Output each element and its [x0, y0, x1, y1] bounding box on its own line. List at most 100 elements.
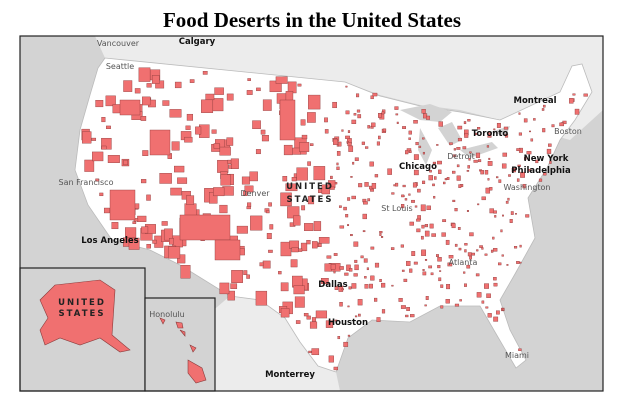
food-desert-area	[294, 296, 305, 308]
food-desert-area	[333, 253, 338, 256]
food-desert-area	[413, 120, 418, 124]
food-desert-area	[380, 236, 384, 238]
food-desert-area	[339, 266, 344, 270]
food-desert-area	[504, 133, 509, 138]
city-label: Toronto	[472, 129, 509, 139]
food-desert-area	[428, 265, 433, 269]
food-desert-area	[371, 183, 377, 189]
food-desert-area	[477, 127, 481, 130]
food-desert-area	[516, 178, 520, 182]
food-desert-area	[243, 270, 248, 276]
food-desert-area	[269, 224, 274, 230]
food-desert-area	[336, 151, 341, 156]
food-desert-area	[333, 366, 339, 371]
food-desert-area	[363, 201, 368, 205]
food-desert-area	[503, 126, 509, 130]
food-desert-area	[409, 221, 414, 226]
city-label: Dallas	[318, 280, 347, 290]
food-desert-area	[280, 241, 292, 257]
food-desert-area	[475, 152, 481, 158]
food-desert-area	[501, 308, 505, 311]
food-desert-area	[454, 243, 458, 247]
food-desert-area	[382, 128, 387, 132]
food-desert-area	[437, 257, 442, 262]
food-desert-area	[371, 122, 376, 128]
food-desert-area	[91, 137, 97, 141]
food-desert-area	[269, 80, 282, 93]
food-desert-area	[376, 141, 380, 146]
food-desert-area	[437, 265, 441, 269]
food-desert-area	[378, 113, 382, 118]
food-desert-area	[445, 299, 450, 304]
canada	[20, 36, 603, 140]
food-desert-area	[422, 137, 425, 140]
food-desert-area	[492, 236, 495, 240]
food-desert-area	[447, 262, 453, 267]
food-desert-area	[162, 100, 170, 106]
food-desert-area	[516, 261, 520, 264]
food-desert-area	[137, 215, 147, 222]
food-desert-area	[246, 274, 250, 279]
food-desert-area	[414, 205, 418, 208]
food-desert-area	[334, 182, 338, 185]
food-desert-area	[312, 241, 318, 249]
food-desert-area	[464, 283, 467, 287]
food-desert-area	[525, 214, 530, 218]
city-label: Philadelphia	[511, 166, 571, 176]
city-label: Washington	[503, 183, 550, 192]
food-desert-area	[559, 122, 565, 127]
food-desert-area	[140, 179, 147, 184]
food-desert-area	[227, 290, 235, 301]
food-desert-area	[95, 100, 104, 108]
food-desert-area	[109, 189, 136, 221]
food-desert-area	[409, 150, 412, 153]
food-desert-area	[186, 195, 195, 205]
food-desert-area	[527, 169, 532, 172]
food-desert-area	[230, 158, 239, 169]
food-desert-area	[325, 320, 334, 328]
food-desert-area	[422, 271, 427, 276]
food-desert-area	[149, 129, 171, 156]
food-desert-area	[438, 277, 442, 282]
food-desert-area	[395, 182, 399, 187]
food-desert-area	[374, 297, 378, 302]
food-desert-area	[494, 215, 497, 218]
food-desert-area	[228, 164, 232, 169]
food-desert-area	[422, 180, 426, 185]
city-label: Los Angeles	[81, 236, 139, 246]
food-desert-area	[134, 88, 141, 94]
food-desert-area	[361, 141, 365, 145]
food-desert-area	[396, 121, 399, 124]
food-desert-area	[370, 188, 374, 192]
food-desert-area	[297, 83, 302, 87]
food-desert-area	[307, 196, 315, 205]
food-desert-area	[546, 148, 552, 154]
food-desert-area	[466, 264, 471, 269]
food-desert-area	[262, 260, 271, 269]
food-desert-area	[476, 249, 479, 252]
food-desert-area	[469, 151, 472, 154]
food-desert-area	[101, 145, 107, 150]
food-desert-area	[572, 93, 576, 96]
food-desert-area	[354, 264, 359, 271]
food-desert-area	[333, 138, 338, 145]
food-desert-area	[489, 187, 493, 191]
food-desert-area	[306, 239, 311, 245]
food-desert-area	[247, 78, 251, 81]
food-desert-area	[280, 308, 290, 318]
food-desert-area	[370, 246, 375, 250]
food-desert-area	[431, 233, 436, 237]
food-desert-area	[487, 161, 493, 166]
food-desert-area	[338, 205, 342, 208]
food-desert-area	[456, 147, 461, 150]
food-desert-area	[219, 146, 231, 156]
food-desert-area	[236, 225, 248, 234]
food-desert-area	[432, 161, 437, 165]
food-desert-area	[343, 341, 349, 347]
food-desert-area	[487, 313, 492, 318]
food-desert-area	[243, 191, 248, 197]
food-desert-area	[425, 296, 429, 300]
food-desert-area	[402, 184, 406, 188]
food-desert-area	[369, 161, 374, 167]
